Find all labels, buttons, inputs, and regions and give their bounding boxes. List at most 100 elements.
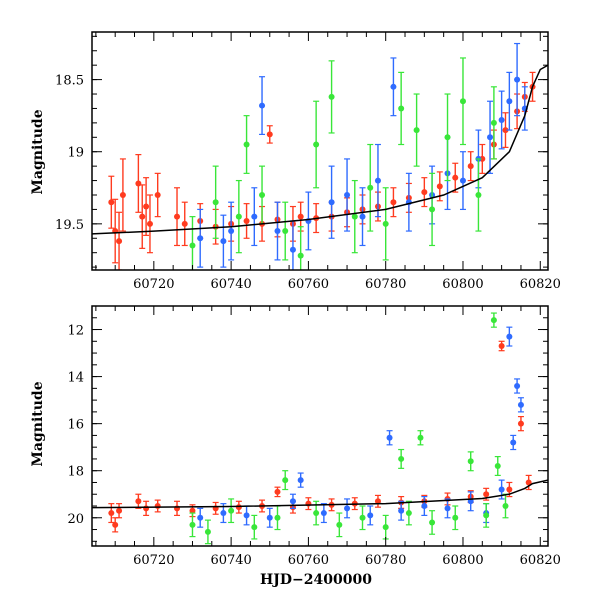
bottom-plot-area [92,312,548,545]
data-point-s1-18 [514,76,521,83]
data-point-s2-15 [467,458,474,465]
x-tick-label: 60780 [365,277,406,292]
data-point-s1-19 [510,439,517,446]
data-point-s0-5 [154,503,161,509]
data-point-s1-3 [274,228,281,235]
x-axis-label: HJD−2400000 [260,572,372,588]
y-tick-label: 18.5 [55,74,84,89]
data-point-s2-9 [382,524,389,531]
data-point-s1-4 [289,498,296,505]
data-point-s1-5 [328,199,335,206]
y-tick-label: 12 [67,324,84,339]
data-point-s1-2 [251,213,258,220]
data-point-s1-11 [421,503,428,509]
data-point-s2-18 [494,463,501,469]
bottom-panel: 60720 60740 60760 60780 60800 60820 12 14 16 18 20… [30,305,561,568]
data-point-s2-9 [382,220,389,227]
data-point-s0-14 [243,217,250,224]
top-axes: 60720 60740 60760 60780 60800 60820 18.5 19 19.5 [55,31,561,292]
data-point-s1-20 [259,102,266,109]
data-point-s2-6 [313,510,320,517]
data-point-s0-19 [297,213,304,220]
data-point-s0-28 [436,183,443,190]
data-point-s2-17 [490,317,497,324]
x-tick-label: 60740 [210,553,251,568]
data-point-s1-7 [359,213,366,220]
data-point-s2-12 [429,206,436,213]
data-point-s0-6 [143,203,150,210]
data-point-s1-9 [390,83,397,90]
data-point-s0-8 [154,191,161,198]
data-point-s1-22 [289,246,296,253]
data-point-s2-13 [429,519,436,526]
data-point-s2-16 [490,119,497,126]
data-point-s0-7 [146,220,153,227]
data-point-s1-1 [220,510,227,517]
data-point-s0-4 [135,180,142,187]
data-point-s1-17 [506,98,513,105]
data-point-s0-2 [116,507,123,514]
model-curve [92,479,548,509]
data-point-s0-27 [421,189,428,196]
data-point-s1-5 [297,477,304,484]
x-tick-label: 60760 [288,277,329,292]
data-point-s2-8 [367,184,374,191]
data-point-s1-17 [514,383,521,389]
data-point-s0-33 [502,127,509,134]
data-point-s2-6 [328,93,335,100]
data-point-s2-13 [444,134,451,141]
data-point-s0-25 [390,199,397,206]
data-point-s1-7 [344,505,351,512]
data-point-s1-15 [487,134,494,141]
data-point-s1-9 [386,434,393,441]
data-point-s1-16 [506,333,513,340]
data-point-s0-3 [135,498,142,505]
x-tick-label: 60820 [520,553,561,568]
data-point-s0-22 [498,343,505,349]
data-point-s0-29 [452,174,459,181]
data-point-s1-8 [367,512,374,519]
data-point-s1-16 [498,116,505,123]
data-point-s0-5 [139,213,146,220]
data-point-s0-3 [119,191,126,198]
data-point-s2-5 [282,477,289,484]
data-point-s1-18 [517,401,524,408]
data-point-s2-0 [189,242,196,249]
x-tick-label: 60760 [288,553,329,568]
data-point-s2-2 [228,507,235,514]
data-point-s2-14 [452,514,459,521]
data-point-s1-21 [220,238,227,245]
bottom-y-axis-label: Magnitude [30,381,46,466]
data-point-s0-0 [108,510,115,517]
data-point-s0-9 [235,504,242,511]
x-tick-label: 60800 [442,277,483,292]
data-point-s2-17 [243,141,250,148]
data-point-s0-7 [189,507,196,514]
y-tick-label: 19.5 [55,218,84,233]
data-point-s2-1 [204,528,211,535]
data-point-s1-15 [498,486,505,493]
data-point-s1-2 [243,512,250,519]
data-point-s1-13 [459,177,466,184]
data-point-s0-0 [108,199,115,206]
y-tick-label: 20 [67,512,84,527]
data-point-s1-6 [320,510,327,517]
y-tick-label: 16 [67,418,84,433]
data-point-s2-15 [475,191,482,198]
plot-frame [91,31,549,271]
data-point-s0-16 [374,498,381,505]
data-point-s0-9 [174,213,181,220]
x-tick-label: 60720 [133,553,174,568]
data-point-s2-8 [359,514,366,521]
x-tick-label: 60740 [210,277,251,292]
data-point-s2-3 [251,524,258,531]
data-point-s2-7 [351,213,358,220]
data-point-s2-7 [336,521,343,528]
x-tick-label: 60820 [520,277,561,292]
data-point-s2-10 [398,105,405,112]
data-point-s1-0 [197,514,204,521]
data-point-s0-16 [266,131,273,138]
data-point-s2-11 [405,510,412,517]
data-point-s0-10 [181,220,188,227]
